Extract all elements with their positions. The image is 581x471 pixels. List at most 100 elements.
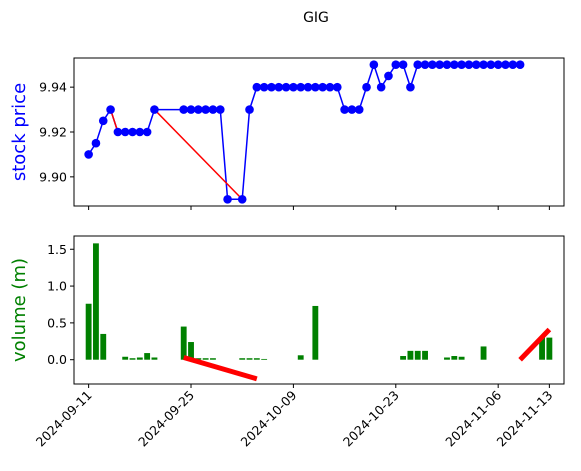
price-point	[267, 82, 276, 92]
price-highlight-segment	[153, 109, 243, 200]
volume-bar	[407, 350, 414, 360]
volume-bar	[188, 342, 194, 360]
volume-bar	[151, 357, 158, 360]
price-point	[252, 82, 262, 92]
price-panel: 9.90 9.92 9.94 stock price	[9, 57, 565, 210]
price-point	[303, 82, 313, 92]
price-point	[135, 127, 145, 137]
price-point	[128, 127, 137, 137]
price-point	[106, 105, 115, 114]
price-point	[471, 60, 481, 70]
price-point	[428, 60, 437, 70]
price-point	[501, 60, 510, 70]
price-point	[186, 105, 196, 114]
price-y-tick-label: 9.94	[39, 80, 67, 95]
volume-bar	[246, 358, 253, 360]
price-point	[391, 60, 401, 70]
price-point	[486, 60, 496, 70]
price-point	[245, 105, 254, 114]
price-point	[508, 60, 518, 70]
price-point	[398, 60, 408, 70]
chart-title: GIG	[303, 10, 329, 26]
price-point	[113, 127, 123, 137]
price-y-tick-label: 9.90	[39, 169, 67, 184]
price-point	[84, 150, 93, 159]
price-point	[354, 105, 364, 114]
price-point	[237, 194, 247, 204]
volume-y-axis: 0.0 0.5 1.0 1.5	[47, 242, 74, 367]
price-point	[150, 105, 159, 114]
price-point	[318, 82, 327, 92]
price-y-axis-label: stock price	[9, 83, 30, 181]
price-point	[274, 82, 284, 92]
volume-bar	[136, 357, 143, 360]
volume-y-tick-label: 1.5	[47, 242, 67, 257]
volume-bar	[400, 356, 407, 360]
price-point	[420, 60, 430, 70]
price-point	[493, 60, 503, 70]
price-point	[376, 82, 386, 92]
price-point	[201, 105, 210, 114]
price-point	[340, 105, 349, 114]
price-y-tick-label: 9.92	[39, 125, 67, 140]
volume-bar	[414, 350, 421, 360]
price-point	[406, 82, 415, 92]
price-point	[347, 105, 357, 114]
price-point	[457, 60, 466, 70]
volume-bar	[539, 336, 545, 360]
price-point	[289, 82, 298, 92]
volume-bar	[180, 326, 187, 360]
volume-bar	[210, 358, 216, 360]
volume-bar	[144, 353, 151, 360]
volume-bar	[202, 358, 209, 360]
volume-trend-segment	[518, 327, 552, 362]
volume-bar	[297, 355, 304, 360]
price-x-axis	[88, 206, 550, 210]
price-point	[449, 60, 459, 70]
price-point	[259, 82, 269, 92]
price-point	[369, 60, 379, 70]
volume-bar	[239, 358, 246, 360]
price-point	[384, 71, 393, 81]
volume-bar	[93, 243, 99, 360]
price-point	[325, 82, 335, 92]
price-point	[515, 60, 525, 70]
volume-bar	[195, 358, 202, 360]
price-point	[413, 60, 423, 70]
price-point	[362, 82, 371, 92]
volume-trend-segment	[183, 355, 258, 382]
volume-bar	[261, 358, 268, 360]
volume-y-tick-label: 0.0	[47, 352, 67, 367]
price-point	[120, 127, 130, 137]
price-point	[435, 60, 444, 70]
price-point	[208, 105, 218, 114]
volume-bar	[422, 350, 428, 360]
volume-bar	[444, 357, 450, 360]
price-point	[332, 82, 342, 92]
price-y-axis: 9.90 9.92 9.94	[39, 80, 74, 184]
price-point	[479, 60, 488, 70]
volume-bar	[451, 356, 458, 360]
price-point	[442, 60, 452, 70]
volume-bar	[129, 358, 136, 360]
price-point	[296, 82, 306, 92]
volume-y-axis-label: volume (m)	[9, 258, 30, 362]
price-point	[98, 116, 108, 126]
price-point	[179, 105, 189, 114]
volume-bar	[480, 346, 487, 360]
price-point	[215, 105, 225, 114]
price-point	[464, 60, 474, 70]
volume-bar	[85, 303, 92, 360]
volume-plot-frame	[73, 235, 565, 385]
price-point	[194, 105, 203, 114]
price-point	[142, 127, 152, 137]
price-point	[281, 82, 291, 92]
volume-bar	[458, 356, 465, 360]
volume-bar	[253, 358, 260, 360]
volume-y-tick-label: 1.0	[47, 279, 67, 294]
volume-bar	[122, 356, 129, 360]
volume-y-tick-label: 0.5	[47, 315, 67, 330]
price-point	[91, 138, 101, 148]
price-point	[223, 194, 232, 204]
